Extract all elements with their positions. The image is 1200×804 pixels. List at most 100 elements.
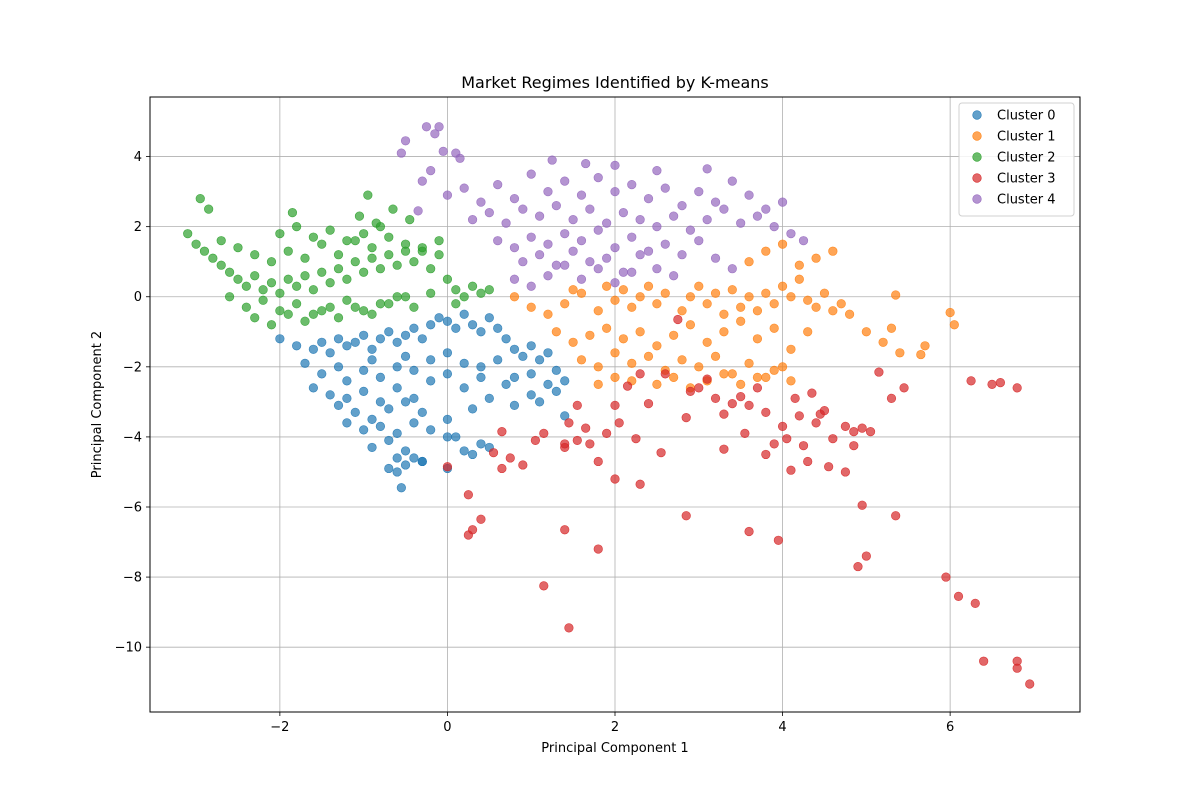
- data-point: [560, 411, 570, 421]
- data-point: [916, 349, 926, 360]
- data-point: [317, 369, 327, 379]
- data-point: [1025, 679, 1035, 689]
- legend-marker: [972, 110, 982, 120]
- x-axis-label: Principal Component 1: [541, 741, 688, 756]
- data-point: [308, 309, 318, 319]
- data-point: [798, 441, 809, 451]
- legend-label: Cluster 3: [997, 172, 1056, 187]
- data-point: [400, 330, 411, 340]
- data-point: [375, 264, 386, 274]
- data-point: [761, 204, 771, 214]
- data-point: [702, 164, 712, 174]
- data-point: [250, 271, 260, 281]
- data-point: [216, 260, 226, 270]
- data-point: [786, 229, 796, 239]
- data-point: [275, 229, 285, 239]
- data-point: [300, 316, 310, 326]
- data-point: [643, 246, 654, 256]
- data-point: [442, 462, 453, 472]
- data-point: [526, 232, 536, 242]
- data-point: [744, 190, 754, 200]
- data-point: [497, 427, 507, 437]
- data-point: [396, 148, 406, 158]
- data-point: [384, 232, 394, 242]
- data-point: [560, 525, 570, 535]
- data-point: [384, 299, 394, 309]
- data-point: [526, 341, 536, 351]
- data-point: [551, 327, 561, 337]
- y-tick-label: −4: [123, 430, 142, 445]
- data-point: [853, 561, 863, 572]
- data-point: [451, 323, 461, 333]
- data-point: [442, 348, 453, 358]
- data-point: [484, 208, 494, 218]
- data-point: [635, 250, 645, 260]
- data-point: [359, 229, 369, 239]
- data-point: [195, 194, 205, 204]
- data-point: [622, 381, 633, 391]
- data-point: [849, 427, 859, 437]
- data-point: [384, 250, 394, 260]
- data-point: [308, 285, 318, 295]
- x-tick-label: 6: [946, 720, 954, 735]
- data-point: [266, 320, 277, 330]
- x-tick-label: 4: [778, 720, 786, 735]
- data-point: [618, 334, 628, 344]
- data-point: [530, 435, 541, 446]
- data-point: [551, 201, 561, 211]
- data-point: [602, 323, 612, 333]
- data-point: [811, 418, 821, 428]
- data-point: [350, 236, 360, 246]
- data-point: [685, 292, 696, 302]
- data-point: [899, 383, 909, 393]
- data-point: [438, 146, 448, 156]
- data-point: [627, 358, 637, 368]
- data-point: [493, 236, 503, 246]
- data-point: [484, 285, 494, 295]
- data-point: [354, 211, 365, 221]
- y-axis-ticks: −10 −8 −6 −4 −2 0 2 4: [115, 150, 150, 656]
- data-point: [333, 264, 344, 274]
- data-point: [426, 165, 436, 176]
- data-point: [677, 250, 687, 260]
- data-point: [610, 400, 620, 410]
- data-point: [463, 530, 473, 540]
- data-point: [576, 288, 587, 298]
- x-axis-ticks: −2 0 2 4 6: [270, 712, 954, 735]
- data-point: [258, 285, 268, 295]
- data-point: [300, 271, 310, 281]
- data-point: [292, 341, 302, 351]
- data-point: [677, 201, 687, 211]
- data-point: [560, 442, 570, 453]
- data-point: [803, 456, 813, 467]
- data-point: [518, 257, 528, 267]
- data-point: [677, 306, 687, 316]
- data-point: [656, 448, 666, 458]
- data-point: [543, 239, 553, 249]
- data-point: [727, 176, 737, 186]
- data-point: [874, 367, 884, 377]
- data-point: [824, 462, 834, 472]
- data-point: [476, 362, 486, 372]
- data-point: [593, 306, 603, 316]
- data-point: [736, 316, 746, 326]
- data-point: [635, 327, 645, 337]
- data-point: [673, 314, 683, 325]
- data-point: [367, 344, 377, 354]
- data-point: [476, 372, 486, 382]
- legend-label: Cluster 0: [997, 109, 1056, 124]
- data-point: [359, 386, 369, 396]
- data-point: [183, 229, 193, 239]
- data-point: [350, 337, 360, 347]
- data-point: [694, 383, 704, 393]
- data-point: [551, 260, 561, 270]
- data-point: [786, 465, 796, 475]
- data-point: [388, 204, 398, 214]
- data-point: [798, 236, 809, 246]
- data-point: [459, 358, 469, 368]
- data-point: [467, 404, 478, 414]
- data-point: [308, 344, 318, 354]
- data-point: [736, 392, 746, 402]
- data-point: [635, 479, 645, 489]
- data-point: [342, 376, 352, 386]
